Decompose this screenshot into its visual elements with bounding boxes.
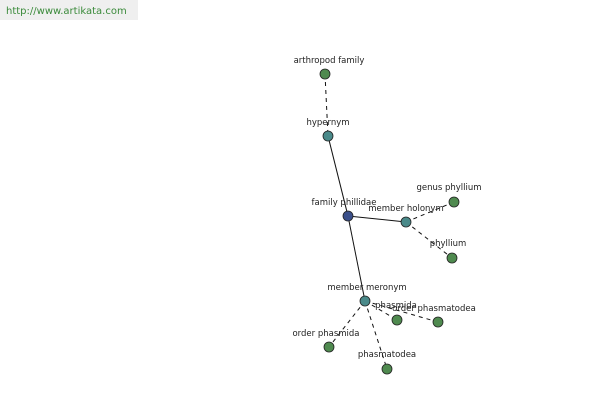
node-label[interactable]: phyllium — [430, 239, 467, 249]
node-label[interactable]: order phasmatodea — [392, 304, 476, 314]
edge — [364, 300, 388, 370]
edge — [347, 215, 366, 302]
node[interactable] — [446, 252, 458, 264]
node-label[interactable]: order phasmida — [292, 329, 359, 339]
node[interactable] — [381, 363, 393, 375]
node-label[interactable]: member meronym — [327, 283, 406, 293]
node[interactable] — [448, 196, 460, 208]
edges — [324, 73, 455, 370]
edge — [324, 73, 329, 137]
node[interactable] — [391, 314, 403, 326]
node[interactable] — [400, 216, 412, 228]
node-label[interactable]: genus phyllium — [416, 183, 481, 193]
node[interactable] — [432, 316, 444, 328]
edge — [405, 221, 453, 259]
edge — [347, 215, 407, 223]
nodes: arthropod family hypernym family phillidae… — [292, 56, 482, 375]
edge — [364, 300, 398, 321]
node[interactable] — [323, 341, 335, 353]
node-label[interactable]: member holonym — [368, 204, 443, 214]
node[interactable] — [319, 68, 331, 80]
node[interactable] — [342, 210, 354, 222]
edge — [327, 135, 349, 217]
node-label[interactable]: phasmida — [375, 301, 417, 311]
edge — [328, 300, 366, 348]
node-label[interactable]: family phillidae — [312, 198, 377, 208]
url[interactable]: http://www.artikata.com — [6, 6, 127, 17]
node-label[interactable]: phasmatodea — [358, 350, 416, 360]
node-label[interactable]: hypernym — [306, 118, 349, 128]
node[interactable] — [322, 130, 334, 142]
node-label[interactable]: arthropod family — [294, 56, 365, 66]
node[interactable] — [359, 295, 371, 307]
url-banner — [0, 0, 138, 20]
edge — [405, 201, 455, 223]
